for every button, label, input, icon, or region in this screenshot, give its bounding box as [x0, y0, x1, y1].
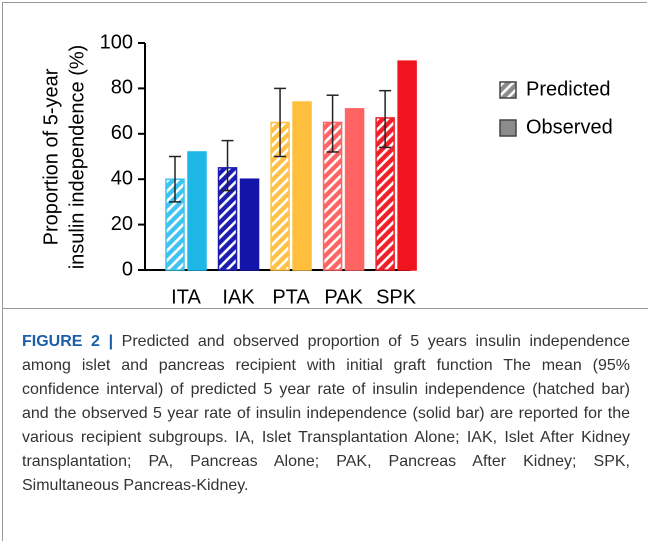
- bar: [397, 60, 417, 271]
- x-tick-label: SPK: [376, 286, 417, 308]
- x-tick-label: IAK: [222, 286, 255, 308]
- y-tick-label: 60: [111, 122, 133, 144]
- bar: [187, 151, 207, 271]
- y-tick-label: 0: [122, 258, 133, 280]
- y-tick-label: 100: [100, 31, 133, 53]
- y-tick-label: 20: [111, 213, 133, 235]
- separator: [2, 308, 648, 309]
- bar: [344, 108, 365, 271]
- caption: FIGURE 2 | Predicted and observed propor…: [22, 330, 630, 498]
- bar: [292, 101, 312, 271]
- legend-label: Observed: [526, 116, 613, 138]
- x-tick-label: ITA: [171, 286, 201, 308]
- frame: [2, 2, 647, 541]
- chart: Proportion of 5-year insulin independenc…: [40, 31, 613, 308]
- x-tick-label: PAK: [324, 286, 363, 308]
- legend-swatch: [499, 119, 517, 137]
- x-tick-label: PTA: [272, 286, 310, 308]
- caption-text: Predicted and observed proportion of 5 y…: [22, 333, 630, 494]
- y-axis-label: Proportion of 5-year: [40, 68, 62, 245]
- y-tick-label: 40: [111, 167, 133, 189]
- legend-swatch: [499, 81, 517, 99]
- bar: [239, 178, 260, 271]
- y-axis-label: insulin independence (%): [66, 45, 88, 270]
- legend-label: Predicted: [526, 78, 611, 100]
- y-tick-label: 80: [111, 77, 133, 99]
- caption-label: FIGURE 2 |: [22, 333, 114, 350]
